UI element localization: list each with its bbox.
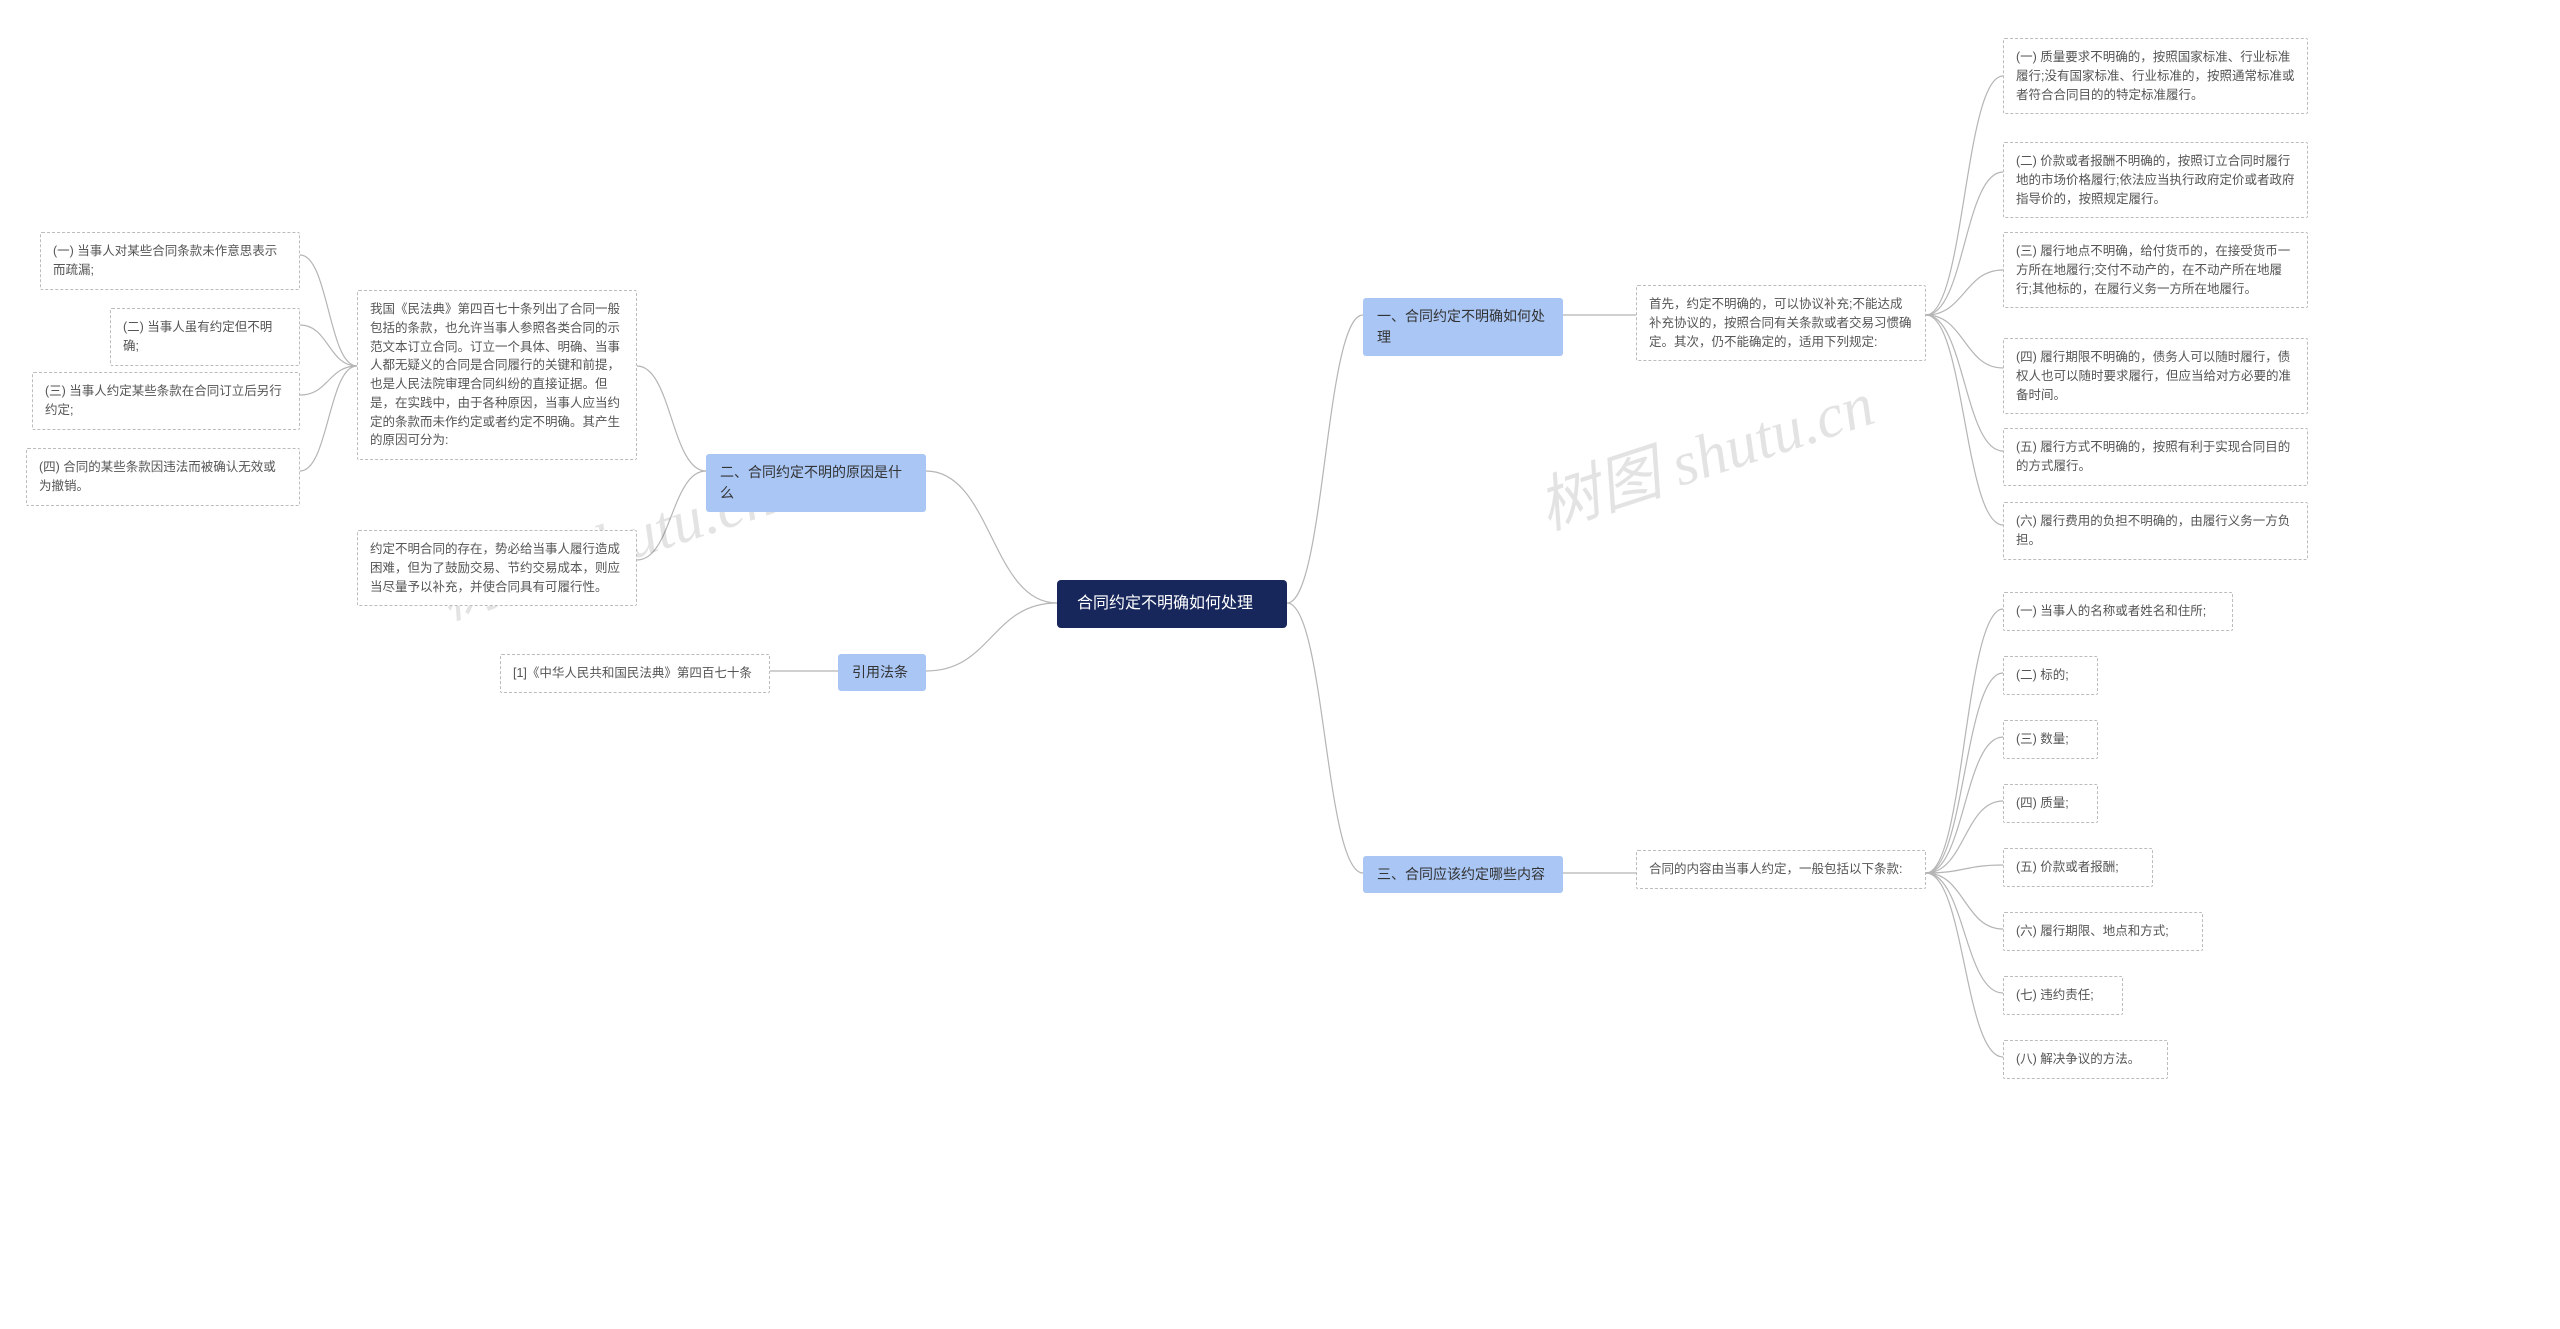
leaf-node: (八) 解决争议的方法。 (2003, 1040, 2168, 1079)
leaf-node: (四) 履行期限不明确的，债务人可以随时履行，债权人也可以随时要求履行，但应当给… (2003, 338, 2308, 414)
child-node: 首先，约定不明确的，可以协议补充;不能达成补充协议的，按照合同有关条款或者交易习… (1636, 285, 1926, 361)
root-node: 合同约定不明确如何处理 (1057, 580, 1287, 628)
leaf-node: (七) 违约责任; (2003, 976, 2123, 1015)
root-label: 合同约定不明确如何处理 (1077, 595, 1253, 612)
child-node: 约定不明合同的存在，势必给当事人履行造成困难，但为了鼓励交易、节约交易成本，则应… (357, 530, 637, 606)
leaf-node: (六) 履行期限、地点和方式; (2003, 912, 2203, 951)
leaf-node: (一) 当事人对某些合同条款未作意思表示而疏漏; (40, 232, 300, 290)
branch-node: 一、合同约定不明确如何处理 (1363, 298, 1563, 356)
leaf-node: (三) 履行地点不明确，给付货币的，在接受货币一方所在地履行;交付不动产的，在不… (2003, 232, 2308, 308)
watermark: 树图 shutu.cn (1525, 353, 1884, 546)
leaf-node: (三) 当事人约定某些条款在合同订立后另行约定; (32, 372, 300, 430)
leaf-node: (五) 履行方式不明确的，按照有利于实现合同目的的方式履行。 (2003, 428, 2308, 486)
leaf-node: (四) 合同的某些条款因违法而被确认无效或为撤销。 (26, 448, 300, 506)
leaf-node: (一) 当事人的名称或者姓名和住所; (2003, 592, 2233, 631)
leaf-node: (六) 履行费用的负担不明确的，由履行义务一方负担。 (2003, 502, 2308, 560)
child-node: 合同的内容由当事人约定，一般包括以下条款: (1636, 850, 1926, 889)
leaf-node: (二) 价款或者报酬不明确的，按照订立合同时履行地的市场价格履行;依法应当执行政… (2003, 142, 2308, 218)
child-node: [1]《中华人民共和国民法典》第四百七十条 (500, 654, 770, 693)
branch-node: 引用法条 (838, 654, 926, 691)
branch-node: 三、合同应该约定哪些内容 (1363, 856, 1563, 893)
child-node: 我国《民法典》第四百七十条列出了合同一般包括的条款，也允许当事人参照各类合同的示… (357, 290, 637, 460)
branch-node: 二、合同约定不明的原因是什么 (706, 454, 926, 512)
leaf-node: (二) 标的; (2003, 656, 2098, 695)
leaf-node: (二) 当事人虽有约定但不明确; (110, 308, 300, 366)
leaf-node: (四) 质量; (2003, 784, 2098, 823)
leaf-node: (一) 质量要求不明确的，按照国家标准、行业标准履行;没有国家标准、行业标准的，… (2003, 38, 2308, 114)
leaf-node: (三) 数量; (2003, 720, 2098, 759)
leaf-node: (五) 价款或者报酬; (2003, 848, 2153, 887)
